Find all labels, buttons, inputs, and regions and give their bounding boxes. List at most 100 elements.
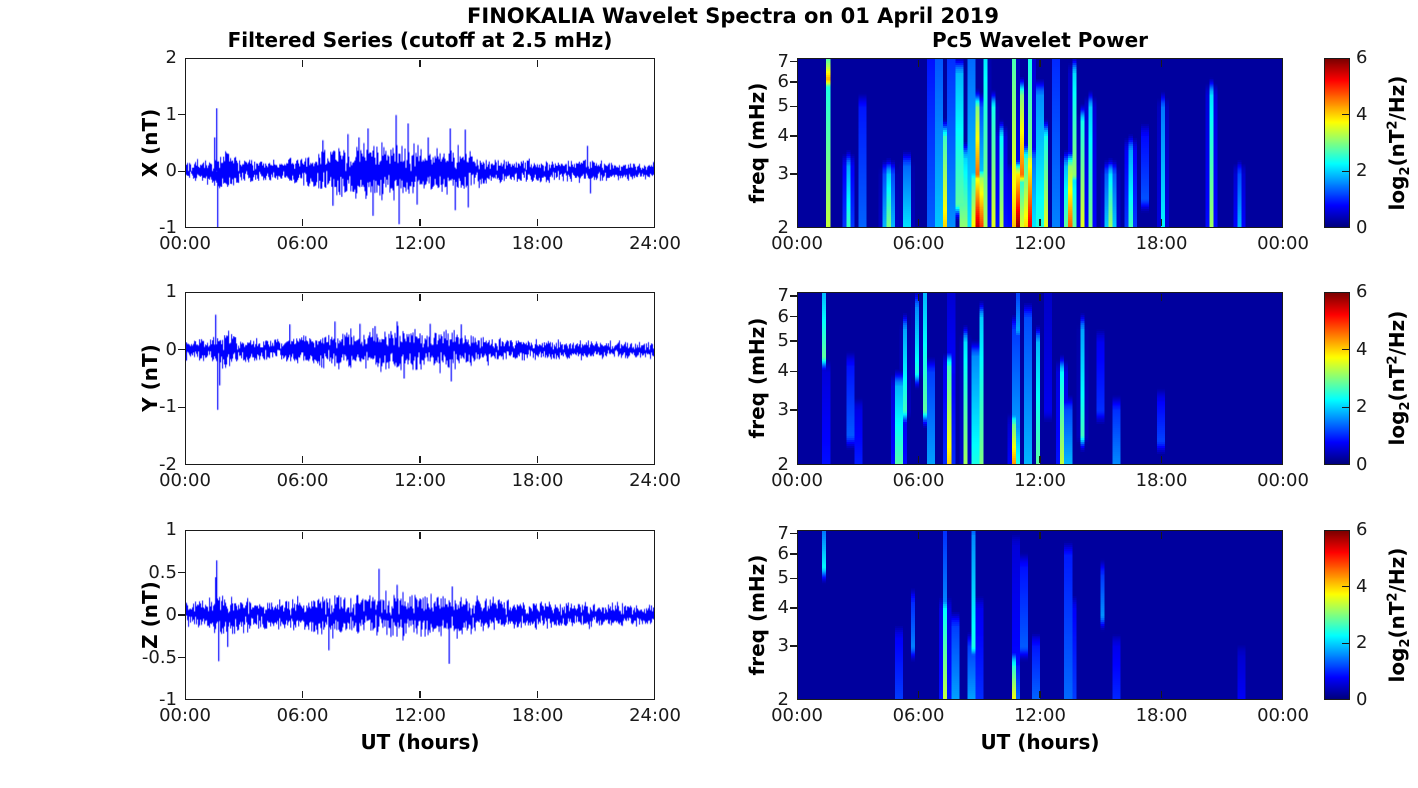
x-tick-label: 18:00 [1135, 233, 1188, 254]
colorbar-tick-label: 0 [1356, 689, 1368, 710]
x-tick-label: 12:00 [1014, 705, 1066, 726]
x-tick-label: 12:00 [394, 470, 446, 491]
tick-mark [1160, 531, 1163, 539]
tick-mark [536, 531, 539, 539]
y-tick-label: 5 [777, 95, 789, 117]
tick-mark [1160, 59, 1163, 67]
tick-mark [917, 219, 920, 226]
tick-mark [790, 60, 797, 63]
y-tick-label: 7 [777, 50, 789, 72]
x-tick-label: 00:00 [159, 705, 211, 726]
x-tick-label: 00:00 [771, 233, 823, 254]
y-tick-label: 6 [777, 543, 789, 565]
tick-mark [790, 553, 797, 555]
tick-mark [301, 219, 304, 226]
tick-mark [790, 340, 797, 342]
y-tick-label: -1 [159, 689, 177, 710]
tick-mark [790, 135, 797, 137]
y-tick-label: 0.5 [148, 561, 177, 583]
y-tick-label: 1 [165, 519, 177, 540]
x-tick-label: 06:00 [892, 470, 945, 491]
spectrogram-x-canvas [798, 59, 1282, 227]
y-tick-label: 3 [777, 635, 789, 657]
colorbar-tick-label: 6 [1356, 47, 1368, 68]
y-tick-label: -0.5 [141, 646, 177, 668]
y-tick-label: 0 [165, 604, 177, 625]
x-tick-label: 00:00 [771, 705, 823, 726]
colorbar-y-canvas [1325, 293, 1349, 464]
tick-mark [419, 691, 421, 698]
tick-mark [1039, 219, 1041, 226]
x-tick-label: 00:00 [1257, 470, 1309, 491]
y-tick-label: 6 [777, 71, 789, 93]
tick-mark [301, 531, 304, 539]
tick-mark [536, 219, 539, 226]
tick-mark [301, 691, 304, 698]
colorbar-tick-label: 6 [1356, 281, 1368, 302]
subplot-title-filtered-series: Filtered Series (cutoff at 2.5 mHz) [227, 28, 613, 52]
x-tick-label: 00:00 [1257, 705, 1309, 726]
y-tick-label: 0 [165, 338, 177, 360]
x-axis-label-right: UT (hours) [980, 730, 1100, 754]
colorbar-z-canvas [1325, 531, 1349, 699]
colorbar-tick-label: 0 [1356, 454, 1368, 475]
tick-mark [178, 406, 185, 409]
ts-x-canvas [186, 59, 654, 227]
x-tick-label: 24:00 [629, 470, 681, 491]
y-tick-label: 4 [777, 597, 789, 618]
x-tick-label: 18:00 [511, 470, 564, 491]
colorbar-label: log2(nT2/Hz) [1385, 547, 1413, 683]
tick-mark [536, 59, 539, 67]
tick-mark [1160, 293, 1163, 301]
x-tick-label: 12:00 [394, 705, 446, 726]
tick-mark [790, 315, 797, 318]
tick-mark [917, 456, 920, 463]
x-tick-label: 06:00 [276, 705, 329, 726]
x-tick-label: 06:00 [276, 233, 329, 254]
subplot-title-pc5-wavelet-power: Pc5 Wavelet Power [931, 28, 1149, 52]
tick-mark [790, 105, 797, 108]
tick-mark [301, 456, 304, 463]
tick-mark [301, 59, 304, 67]
colorbar-z [1324, 530, 1350, 700]
tick-mark [301, 293, 304, 301]
ts-y-canvas [186, 293, 654, 464]
x-tick-label: 00:00 [1257, 233, 1309, 254]
panel-ts-z [185, 530, 655, 700]
tick-mark [790, 173, 797, 175]
tick-mark [178, 656, 185, 659]
x-tick-label: 18:00 [1135, 470, 1188, 491]
x-tick-label: 06:00 [892, 705, 945, 726]
y-tick-label: 2 [777, 689, 789, 710]
tick-mark [1039, 531, 1041, 539]
colorbar-tick-label: 4 [1356, 575, 1368, 597]
colorbar-tick-label: 2 [1356, 396, 1368, 418]
tick-mark [917, 531, 920, 539]
x-tick-label: 24:00 [629, 233, 681, 254]
colorbar-label: log2(nT2/Hz) [1385, 75, 1413, 211]
y-tick-label: 5 [777, 330, 789, 352]
panel-spectrogram-z [797, 530, 1283, 700]
ts-z-canvas [186, 531, 654, 699]
tick-mark [1342, 348, 1349, 351]
tick-mark [419, 293, 421, 301]
x-tick-label: 12:00 [1014, 470, 1066, 491]
tick-mark [178, 170, 185, 173]
colorbar-x [1324, 58, 1350, 228]
tick-mark [790, 532, 797, 535]
colorbar-x-canvas [1325, 59, 1349, 227]
tick-mark [419, 59, 421, 67]
tick-mark [1342, 113, 1349, 116]
tick-mark [790, 577, 797, 580]
y-tick-label: 0 [165, 160, 177, 182]
tick-mark [790, 370, 797, 373]
x-tick-label: 24:00 [629, 705, 681, 726]
x-tick-label: 18:00 [511, 705, 564, 726]
y-tick-label: 4 [777, 125, 789, 146]
tick-mark [536, 456, 539, 463]
y-tick-label: 2 [777, 454, 789, 475]
colorbar-tick-label: 2 [1356, 160, 1368, 182]
y-tick-label: 6 [777, 305, 789, 327]
figure-title: FINOKALIA Wavelet Spectra on 01 April 20… [467, 4, 999, 28]
